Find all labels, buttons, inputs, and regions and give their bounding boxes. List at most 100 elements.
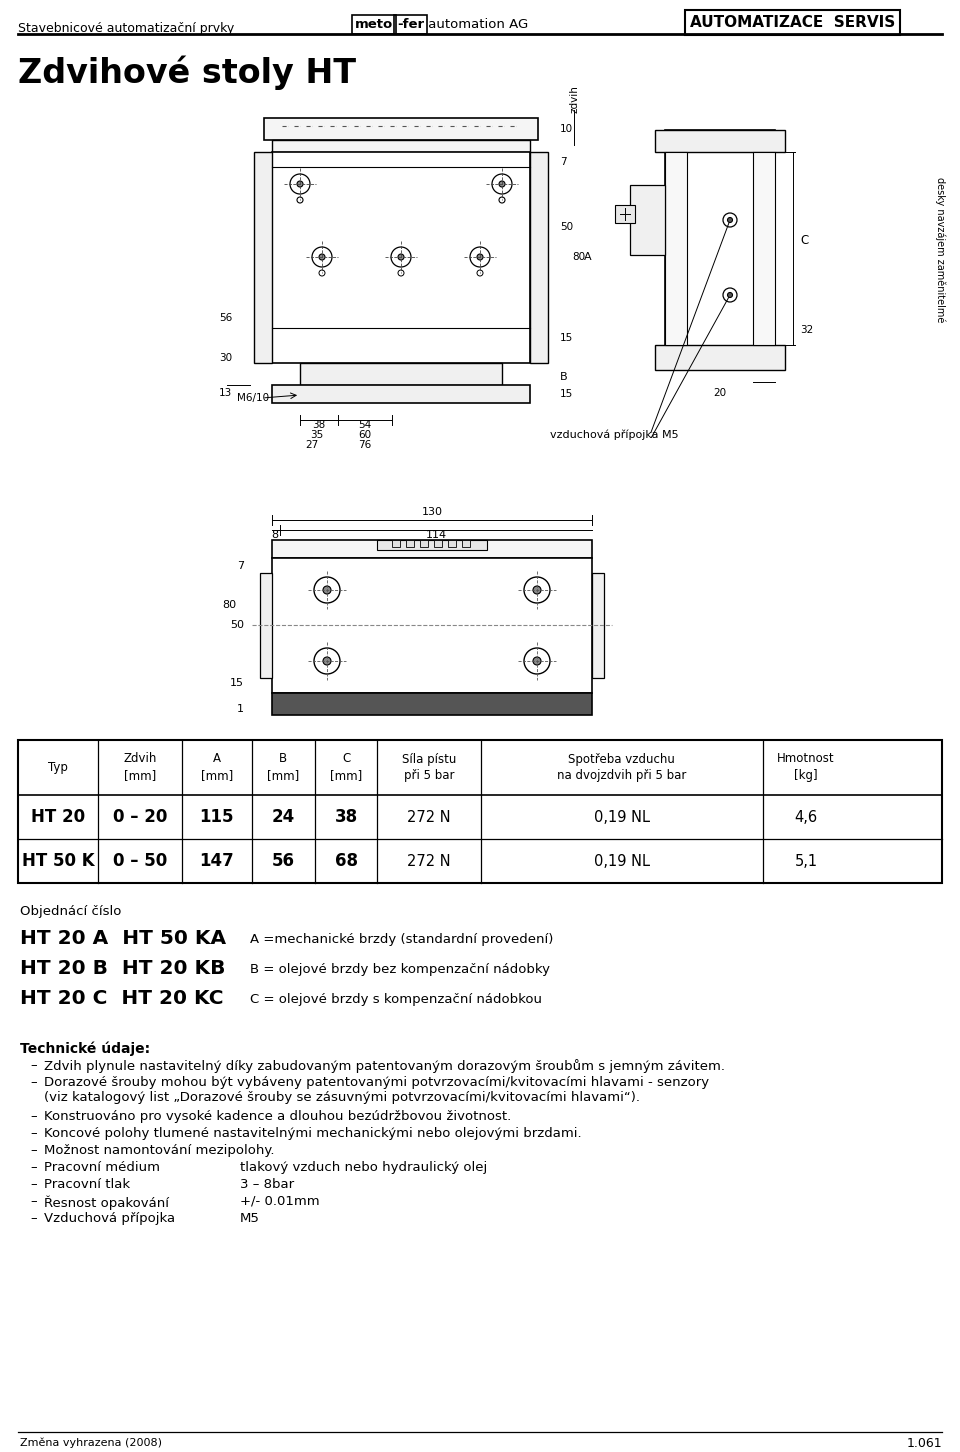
Text: 15: 15 <box>560 389 573 399</box>
Text: vzduchová přípojka M5: vzduchová přípojka M5 <box>550 430 679 440</box>
Text: Dorazové šrouby mohou být vybáveny patentovanými potvrzovacími/kvitovacími hlava: Dorazové šrouby mohou být vybáveny paten… <box>44 1076 709 1104</box>
Text: HT 20 C  HT 20 KC: HT 20 C HT 20 KC <box>20 989 224 1008</box>
Text: 1.061: 1.061 <box>906 1437 942 1451</box>
Text: –: – <box>30 1178 36 1191</box>
Text: –: – <box>30 1127 36 1140</box>
Bar <box>272 139 530 152</box>
Circle shape <box>533 656 541 665</box>
Text: –: – <box>30 1059 36 1072</box>
Bar <box>406 540 414 547</box>
Text: Koncové polohy tlumené nastavitelnými mechanickými nebo olejovými brzdami.: Koncové polohy tlumené nastavitelnými me… <box>44 1127 582 1140</box>
Text: Spotřeba vzduchu
na dvojzdvih při 5 bar: Spotřeba vzduchu na dvojzdvih při 5 bar <box>557 752 686 783</box>
Text: HT 20 A  HT 50 KA: HT 20 A HT 50 KA <box>20 929 227 948</box>
Text: 272 N: 272 N <box>407 810 451 825</box>
Bar <box>655 131 785 152</box>
Text: 5,1: 5,1 <box>795 854 818 868</box>
Text: 50: 50 <box>560 222 573 232</box>
Circle shape <box>728 292 732 298</box>
Bar <box>272 693 592 714</box>
Bar <box>665 152 687 346</box>
Text: -fer: -fer <box>397 17 424 30</box>
Text: 38: 38 <box>312 420 325 430</box>
Circle shape <box>499 182 505 187</box>
Text: C = olejové brzdy s kompenzační nádobkou: C = olejové brzdy s kompenzační nádobkou <box>250 993 542 1006</box>
Bar <box>254 152 272 363</box>
Text: 30: 30 <box>219 353 232 363</box>
Text: 115: 115 <box>200 807 234 826</box>
Text: 80: 80 <box>222 600 236 610</box>
Text: Pracovní médium: Pracovní médium <box>44 1162 160 1175</box>
Circle shape <box>398 254 404 260</box>
Text: 272 N: 272 N <box>407 854 451 868</box>
Text: –: – <box>30 1144 36 1157</box>
Text: 7: 7 <box>560 157 566 167</box>
Text: –: – <box>30 1212 36 1225</box>
Text: 4,6: 4,6 <box>795 810 818 825</box>
Text: 56: 56 <box>272 852 295 870</box>
Text: 56: 56 <box>219 314 232 322</box>
Text: Možnost namontování mezipolohy.: Možnost namontování mezipolohy. <box>44 1144 275 1157</box>
Text: 68: 68 <box>334 852 357 870</box>
Text: 80: 80 <box>572 253 586 261</box>
Text: Síla pístu
při 5 bar: Síla pístu při 5 bar <box>402 752 456 783</box>
Text: Zdvih plynule nastavitelný díky zabudovaným patentovaným dorazovým šroubům s jem: Zdvih plynule nastavitelný díky zabudova… <box>44 1059 725 1073</box>
Text: HT 50 K: HT 50 K <box>22 852 94 870</box>
Text: Stavebnicové automatizační prvky: Stavebnicové automatizační prvky <box>18 22 234 35</box>
Bar <box>592 574 604 678</box>
Bar <box>448 540 456 547</box>
Text: 20: 20 <box>713 388 727 398</box>
Text: –: – <box>30 1109 36 1122</box>
Text: meto: meto <box>355 17 394 30</box>
Text: 1: 1 <box>237 704 244 714</box>
Text: –: – <box>30 1076 36 1089</box>
Bar <box>260 574 272 678</box>
Text: B: B <box>560 372 567 382</box>
Text: Konstruováno pro vysoké kadence a dlouhou bezúdržbovou životnost.: Konstruováno pro vysoké kadence a dlouho… <box>44 1109 512 1122</box>
Bar <box>392 540 400 547</box>
Text: 7: 7 <box>237 560 244 571</box>
Text: Technické údaje:: Technické údaje: <box>20 1041 150 1056</box>
Text: +/- 0.01mm: +/- 0.01mm <box>240 1195 320 1208</box>
Text: Zdvih
[mm]: Zdvih [mm] <box>123 752 156 783</box>
Text: zdvih: zdvih <box>570 86 580 113</box>
Bar <box>272 385 530 404</box>
Bar <box>655 346 785 370</box>
Text: 50: 50 <box>230 620 244 630</box>
Text: 13: 13 <box>219 388 232 398</box>
Text: automation AG: automation AG <box>424 17 528 30</box>
Circle shape <box>533 587 541 594</box>
Text: B = olejové brzdy bez kompenzační nádobky: B = olejové brzdy bez kompenzační nádobk… <box>250 963 550 976</box>
Text: 54: 54 <box>358 420 372 430</box>
Circle shape <box>323 656 331 665</box>
Text: desky navzájem zaměnitelmé: desky navzájem zaměnitelmé <box>935 177 946 322</box>
Bar <box>434 540 442 547</box>
Text: 10: 10 <box>560 123 573 134</box>
Bar <box>753 152 775 346</box>
Text: A
[mm]: A [mm] <box>201 752 232 783</box>
Text: M6/10: M6/10 <box>237 393 269 404</box>
Text: A: A <box>584 253 591 261</box>
Bar <box>272 540 592 558</box>
Bar <box>377 540 487 550</box>
Text: 0 – 20: 0 – 20 <box>112 807 167 826</box>
Text: Vzduchová přípojka: Vzduchová přípojka <box>44 1212 175 1225</box>
Text: HT 20: HT 20 <box>31 807 85 826</box>
Text: B
[mm]: B [mm] <box>267 752 300 783</box>
Text: 3 – 8bar: 3 – 8bar <box>240 1178 294 1191</box>
Text: 0,19 NL: 0,19 NL <box>594 810 650 825</box>
Text: 24: 24 <box>272 807 295 826</box>
Text: Zdvihové stoly HT: Zdvihové stoly HT <box>18 57 356 90</box>
Circle shape <box>319 254 325 260</box>
Text: 8: 8 <box>272 530 278 540</box>
Text: –: – <box>30 1162 36 1175</box>
Bar <box>530 152 548 363</box>
Bar <box>615 205 635 224</box>
Text: Objednácí číslo: Objednácí číslo <box>20 905 121 918</box>
Text: 0,19 NL: 0,19 NL <box>594 854 650 868</box>
Bar <box>272 152 530 363</box>
Text: A =mechanické brzdy (standardní provedení): A =mechanické brzdy (standardní proveden… <box>250 934 553 947</box>
Text: 15: 15 <box>230 678 244 688</box>
Text: 114: 114 <box>425 530 446 540</box>
Text: 130: 130 <box>421 507 443 517</box>
Bar <box>420 540 428 547</box>
